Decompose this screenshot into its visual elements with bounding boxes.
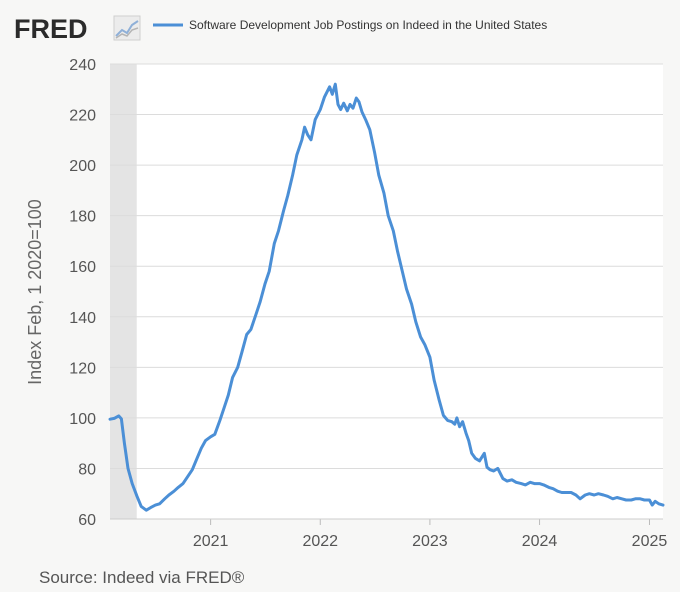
y-tick-label: 160 xyxy=(69,259,96,276)
x-tick-label: 2021 xyxy=(193,533,229,550)
y-axis-ticks: 60 80 100 120 140 160 180 200 220 240 xyxy=(69,57,96,529)
y-axis-label: Index Feb, 1 2020=100 xyxy=(25,199,45,385)
y-tick-label: 100 xyxy=(69,411,96,428)
x-tick-label: 2024 xyxy=(522,533,558,550)
fred-logo[interactable]: FRED xyxy=(14,14,141,44)
legend[interactable]: Software Development Job Postings on Ind… xyxy=(153,18,547,32)
plot-area xyxy=(110,64,663,519)
series-line-software-dev-postings[interactable] xyxy=(108,82,665,512)
line-graph-icon xyxy=(113,15,141,41)
y-tick-label: 240 xyxy=(69,57,96,74)
y-tick-label: 140 xyxy=(69,310,96,327)
y-tick-label: 180 xyxy=(69,209,96,226)
x-tick-label: 2025 xyxy=(632,533,668,550)
y-tick-label: 200 xyxy=(69,158,96,175)
legend-label: Software Development Job Postings on Ind… xyxy=(189,18,547,32)
x-tick-label: 2022 xyxy=(302,533,338,550)
x-tick-label: 2023 xyxy=(412,533,448,550)
y-tick-label: 120 xyxy=(69,360,96,377)
source-note: Source: Indeed via FRED® xyxy=(39,568,245,587)
y-tick-label: 60 xyxy=(78,512,96,529)
y-tick-label: 220 xyxy=(69,108,96,125)
x-axis-ticks: 2021 2022 2023 2024 2025 xyxy=(110,518,668,550)
brand-name: FRED xyxy=(14,14,88,44)
recession-shading xyxy=(110,64,137,519)
y-tick-label: 80 xyxy=(78,461,96,478)
